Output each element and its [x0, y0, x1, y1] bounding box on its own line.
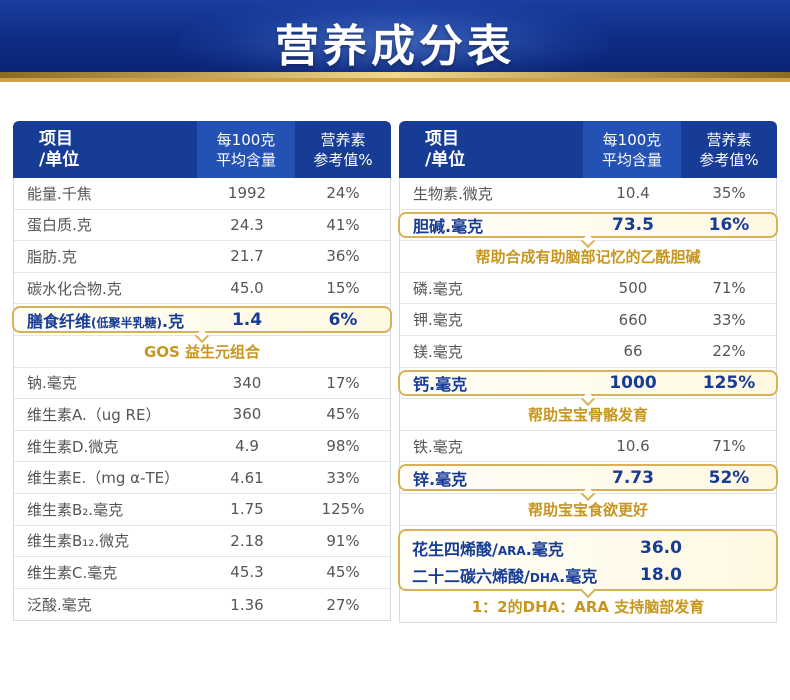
table-body: 能量.千焦 1992 24% 蛋白质.克 24.3 41% 脂肪.克 21.7 36% 碳水…	[12, 178, 392, 622]
dha-ara-row: 花生四烯酸/ARA.毫克 36.0	[412, 538, 682, 560]
table-row: 碳水化合物.克 45.0 15%	[14, 273, 390, 305]
table-row: 维生素E.（mg α-TE） 4.61 33%	[14, 462, 390, 494]
table-row: 生物素.微克 10.4 35%	[400, 178, 776, 210]
header-per-100g: 每100克 平均含量	[583, 121, 681, 178]
header-nrv: 营养素 参考值%	[699, 131, 759, 169]
benefit-note: 帮助合成有助脑部记忆的乙酰胆碱	[400, 234, 776, 273]
header-per-100g: 每100克 平均含量	[197, 121, 295, 178]
table-row: 磷.毫克 500 71%	[400, 273, 776, 305]
table-row: 能量.千焦 1992 24%	[14, 178, 390, 210]
benefit-note: 帮助宝宝骨骼发育	[400, 392, 776, 431]
table-row: 维生素B₂.毫克 1.75 125%	[14, 494, 390, 526]
highlighted-row: 膳食纤维(低聚半乳糖).克 1.4 6%	[12, 304, 392, 336]
table-row: 钾.毫克 660 33%	[400, 304, 776, 336]
table-row: 维生素D.微克 4.9 98%	[14, 431, 390, 463]
table-row: 蛋白质.克 24.3 41%	[14, 210, 390, 242]
dha-ara-box: 花生四烯酸/ARA.毫克 36.0 二十二碳六烯酸/DHA.毫克 18.0	[398, 528, 778, 591]
table-row: 维生素A.（ug RE） 360 45%	[14, 399, 390, 431]
table-header: 项目/单位 每100克 平均含量 营养素 参考值%	[399, 121, 777, 178]
header-nrv: 营养素 参考值%	[313, 131, 373, 169]
title-banner: 营养成分表	[0, 0, 790, 82]
table-row: 维生素C.毫克 45.3 45%	[14, 557, 390, 589]
table-row: 钠.毫克 340 17%	[14, 368, 390, 400]
table-row: 泛酸.毫克 1.36 27%	[27, 595, 360, 615]
benefit-note: 1：2的DHA：ARA 支持脑部发育	[400, 583, 776, 623]
header-item-unit: 项目/单位	[39, 129, 80, 170]
table-row: 铁.毫克 10.6 71%	[400, 431, 776, 463]
page-title: 营养成分表	[275, 21, 515, 72]
dha-ara-row: 二十二碳六烯酸/DHA.毫克 18.0	[412, 565, 682, 587]
table-row: 镁.毫克 66 22%	[400, 336, 776, 368]
benefit-note: GOS 益生元组合	[14, 328, 390, 368]
nutrition-table-left: 项目/单位 每100克 平均含量 营养素 参考值% 能量.千焦 1992 24% 蛋白质…	[12, 121, 392, 622]
benefit-note: 帮助宝宝食欲更好	[400, 486, 776, 526]
header-item-unit: 项目/单位	[425, 129, 466, 170]
table-row: 脂肪.克 21.7 36%	[14, 241, 390, 273]
highlighted-row: 胆碱.毫克 73.5 16%	[398, 210, 778, 242]
table-body: 生物素.微克 10.4 35% 胆碱.毫克 73.5 16% 帮助合成有助脑部记忆的乙酰…	[398, 178, 778, 624]
table-header: 项目/单位 每100克 平均含量 营养素 参考值%	[13, 121, 391, 178]
table-row: 维生素B₁₂.微克 2.18 91%	[14, 526, 390, 558]
nutrition-table-right: 项目/单位 每100克 平均含量 营养素 参考值% 生物素.微克 10.4 35% 胆碱…	[398, 121, 778, 624]
